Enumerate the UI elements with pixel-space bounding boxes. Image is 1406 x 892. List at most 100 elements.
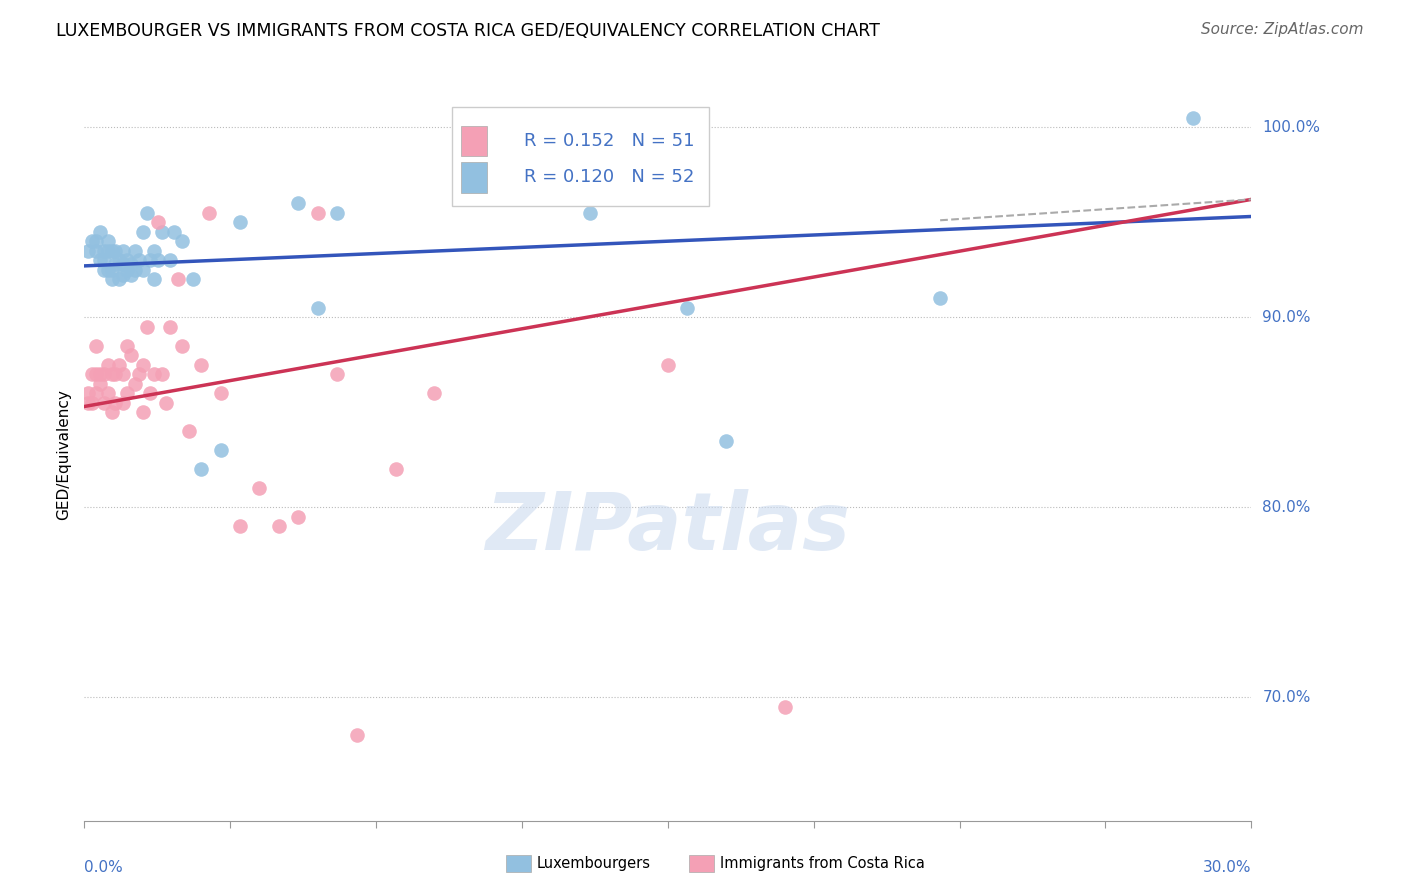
Point — [108, 253, 131, 268]
Point — [307, 301, 329, 315]
Point — [112, 395, 135, 409]
Point — [84, 367, 107, 381]
Point — [209, 443, 232, 458]
Point — [104, 244, 127, 258]
Point — [124, 262, 146, 277]
Point — [84, 234, 107, 248]
Point — [100, 367, 122, 381]
Text: Immigrants from Costa Rica: Immigrants from Costa Rica — [720, 856, 925, 871]
Point — [97, 358, 120, 372]
FancyBboxPatch shape — [451, 108, 709, 206]
Point — [143, 272, 166, 286]
Point — [120, 268, 142, 283]
Point — [100, 262, 122, 277]
Y-axis label: GED/Equivalency: GED/Equivalency — [56, 390, 72, 520]
Point — [247, 481, 270, 495]
Text: R = 0.120   N = 52: R = 0.120 N = 52 — [524, 169, 695, 186]
Point — [170, 234, 193, 248]
Point — [82, 395, 104, 409]
Point — [89, 253, 111, 268]
Point — [128, 253, 150, 268]
Point — [139, 386, 162, 401]
Point — [93, 367, 115, 381]
Point — [97, 234, 120, 248]
Point — [77, 395, 100, 409]
Point — [135, 205, 157, 219]
Point — [287, 196, 309, 211]
Text: 70.0%: 70.0% — [1263, 690, 1310, 705]
Text: LUXEMBOURGER VS IMMIGRANTS FROM COSTA RICA GED/EQUIVALENCY CORRELATION CHART: LUXEMBOURGER VS IMMIGRANTS FROM COSTA RI… — [56, 22, 880, 40]
Point — [104, 257, 127, 271]
Point — [112, 257, 135, 271]
Point — [132, 358, 155, 372]
Point — [170, 339, 193, 353]
Point — [104, 367, 127, 381]
Point — [97, 262, 120, 277]
Point — [115, 262, 138, 277]
Point — [159, 253, 181, 268]
Point — [108, 358, 131, 372]
Point — [163, 225, 186, 239]
Point — [307, 205, 329, 219]
Point — [139, 253, 162, 268]
Point — [135, 319, 157, 334]
Text: Source: ZipAtlas.com: Source: ZipAtlas.com — [1201, 22, 1364, 37]
Point — [104, 395, 127, 409]
Point — [267, 519, 290, 533]
Point — [1181, 111, 1204, 125]
Point — [657, 358, 679, 372]
Point — [115, 253, 138, 268]
Text: ZIPatlas: ZIPatlas — [485, 489, 851, 567]
Point — [93, 253, 115, 268]
Point — [579, 205, 602, 219]
Point — [209, 386, 232, 401]
Point — [143, 367, 166, 381]
Point — [115, 386, 138, 401]
Point — [132, 262, 155, 277]
Point — [159, 319, 181, 334]
FancyBboxPatch shape — [461, 162, 486, 193]
Point — [115, 339, 138, 353]
Point — [97, 386, 120, 401]
Point — [384, 462, 406, 476]
Point — [773, 699, 796, 714]
Point — [84, 244, 107, 258]
Point — [346, 728, 368, 742]
Point — [229, 215, 252, 229]
Point — [132, 405, 155, 419]
Point — [77, 386, 100, 401]
Point — [190, 358, 212, 372]
Point — [198, 205, 221, 219]
Point — [93, 262, 115, 277]
Point — [112, 268, 135, 283]
Point — [143, 244, 166, 258]
Point — [82, 367, 104, 381]
Point — [326, 205, 349, 219]
Point — [150, 225, 173, 239]
Point — [77, 244, 100, 258]
Point — [287, 509, 309, 524]
Point — [97, 244, 120, 258]
Point — [82, 234, 104, 248]
Text: 80.0%: 80.0% — [1263, 500, 1310, 515]
Point — [181, 272, 204, 286]
Point — [128, 367, 150, 381]
Point — [326, 367, 349, 381]
Point — [155, 395, 177, 409]
Point — [179, 424, 201, 438]
Point — [124, 244, 146, 258]
Point — [120, 348, 142, 362]
Point — [93, 244, 115, 258]
Point — [100, 405, 122, 419]
FancyBboxPatch shape — [461, 126, 486, 156]
Point — [89, 367, 111, 381]
Point — [84, 386, 107, 401]
Point — [166, 272, 188, 286]
Text: 30.0%: 30.0% — [1204, 860, 1251, 874]
Text: 0.0%: 0.0% — [84, 860, 124, 874]
Point — [89, 225, 111, 239]
Text: Luxembourgers: Luxembourgers — [537, 856, 651, 871]
Point — [100, 272, 122, 286]
Point — [93, 395, 115, 409]
Point — [84, 339, 107, 353]
